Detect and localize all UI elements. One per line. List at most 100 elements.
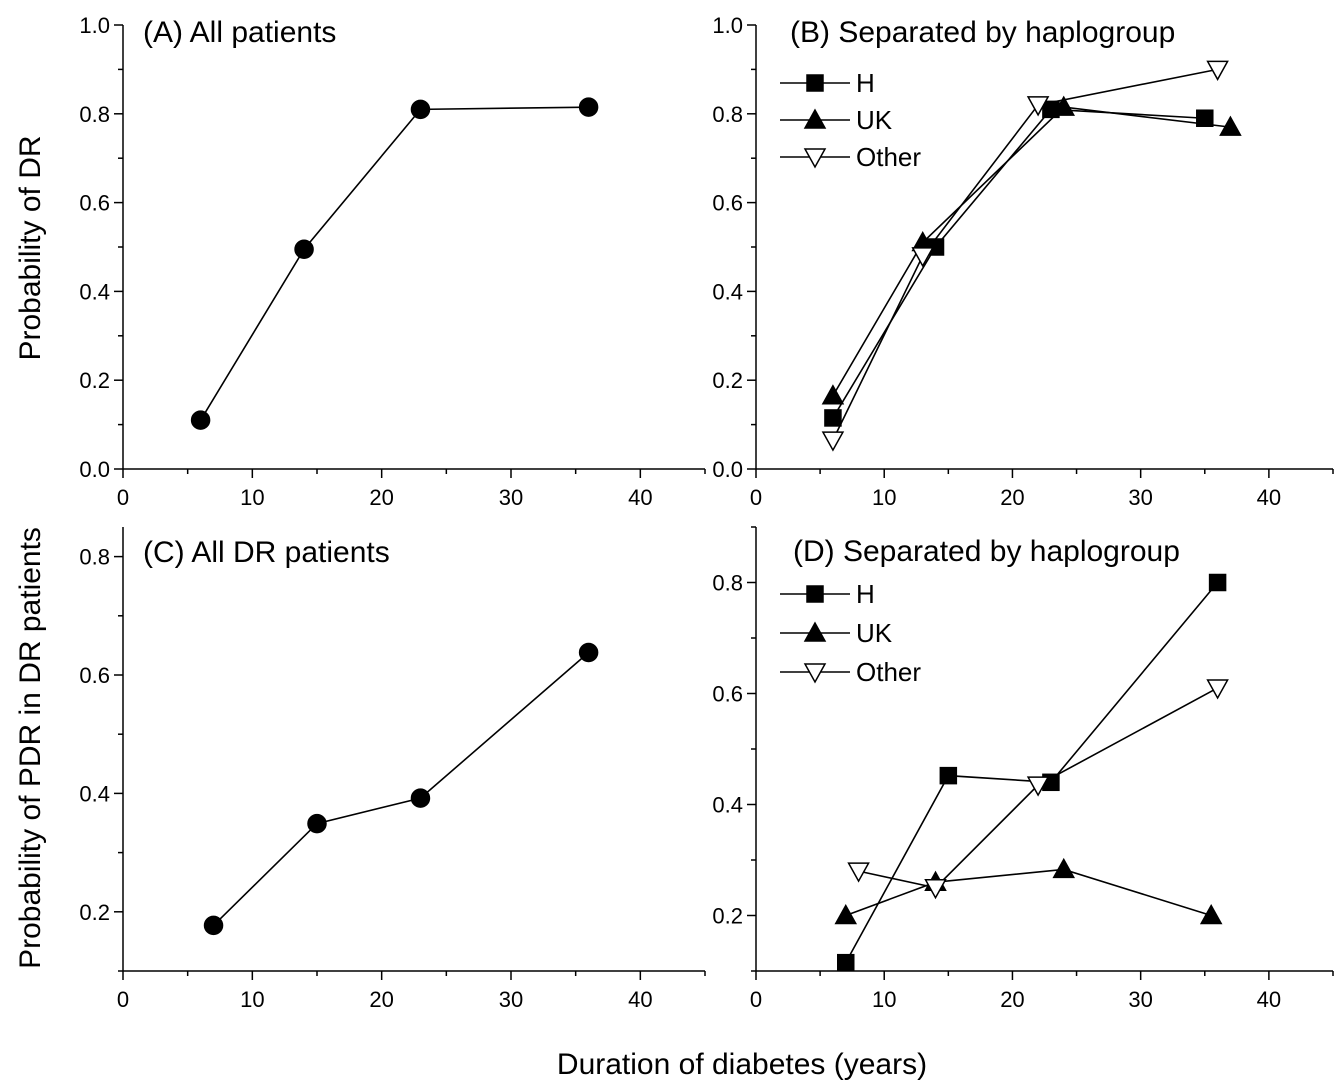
x-tick-label: 0 bbox=[750, 987, 762, 1012]
legend: H UK Other bbox=[780, 579, 921, 687]
y-tick-label: 0.0 bbox=[79, 457, 110, 482]
y-tick-label: 0.8 bbox=[79, 545, 110, 570]
y-tick-label: 0.4 bbox=[79, 279, 110, 304]
series-line bbox=[845, 868, 1212, 917]
panel-title: (B) Separated by haplogroup bbox=[790, 16, 1175, 49]
y-tick-label: 0.4 bbox=[712, 279, 743, 304]
y-tick-label: 0.4 bbox=[712, 793, 743, 818]
data-point-triangle-down-open bbox=[911, 247, 934, 268]
series-line bbox=[832, 68, 1218, 441]
panel-title: (A) All patients bbox=[143, 16, 336, 49]
x-axis-label: Duration of diabetes (years) bbox=[557, 1048, 927, 1081]
x-tick-label: 0 bbox=[750, 485, 762, 510]
series-other bbox=[821, 60, 1229, 452]
y-tick-label: 0.8 bbox=[712, 571, 743, 596]
data-point-circle bbox=[294, 239, 314, 259]
data-point-circle bbox=[410, 788, 431, 808]
x-tick-label: 0 bbox=[117, 485, 129, 510]
panel-title: (D) Separated by haplogroup bbox=[793, 535, 1180, 568]
data-point-triangle-down-open bbox=[1026, 776, 1050, 797]
x-tick-label: 30 bbox=[1128, 987, 1152, 1012]
legend-label: Other bbox=[856, 142, 921, 172]
data-point-square bbox=[837, 953, 855, 972]
x-tick-label: 10 bbox=[872, 485, 896, 510]
x-tick-label: 0 bbox=[117, 987, 129, 1012]
y-tick-label: 0.2 bbox=[79, 900, 110, 925]
y-tick-label: 0.6 bbox=[79, 663, 110, 688]
legend: H UK Other bbox=[780, 68, 921, 172]
y-tick-label: 0.4 bbox=[79, 781, 110, 806]
y-tick-label: 1.0 bbox=[712, 13, 743, 38]
data-point-triangle bbox=[1219, 115, 1242, 136]
legend-marker-triangle-down-open bbox=[803, 148, 827, 169]
y-tick-label: 0.8 bbox=[712, 102, 743, 127]
series-line bbox=[858, 687, 1218, 889]
data-point-circle bbox=[578, 97, 599, 117]
series-all bbox=[203, 642, 599, 936]
legend-marker-triangle bbox=[803, 621, 827, 642]
y-tick-label: 0.6 bbox=[712, 682, 743, 707]
series-all bbox=[190, 97, 599, 430]
legend-marker-square bbox=[806, 74, 824, 92]
data-point-triangle bbox=[1199, 903, 1223, 925]
legend-marker-triangle bbox=[803, 108, 827, 129]
data-point-circle bbox=[307, 813, 327, 834]
legend-label: H bbox=[856, 579, 875, 609]
series-line bbox=[832, 108, 1205, 419]
data-point-triangle bbox=[1052, 857, 1076, 879]
legend-label: UK bbox=[856, 618, 893, 648]
legend-label: H bbox=[856, 68, 875, 98]
y-tick-label: 0.0 bbox=[712, 457, 743, 482]
series-line bbox=[845, 581, 1219, 964]
y-axis-label-top: Probability of DR bbox=[14, 135, 47, 360]
legend-label: Other bbox=[856, 657, 921, 687]
series-uk bbox=[821, 95, 1242, 405]
panel-a: 0 10 20 30 40 0.0 0.2 0.4 0.6 0.8 1.0 (A) All patie… bbox=[79, 13, 706, 510]
x-tick-label: 30 bbox=[1128, 485, 1152, 510]
legend-marker-square bbox=[806, 585, 824, 603]
data-point-triangle-down-open bbox=[1206, 679, 1229, 700]
x-tick-label: 40 bbox=[628, 987, 652, 1012]
panel-b: 0 10 20 30 40 0.0 0.2 0.4 0.6 0.8 1.0 (B) Separated… bbox=[712, 13, 1334, 510]
data-point-triangle-down-open bbox=[1206, 60, 1229, 81]
x-tick-label: 10 bbox=[872, 987, 896, 1012]
series-h bbox=[837, 573, 1227, 972]
panel-title: (C) All DR patients bbox=[143, 536, 390, 569]
data-point-triangle-down-open bbox=[847, 862, 870, 883]
y-tick-label: 0.2 bbox=[79, 368, 110, 393]
y-axis-label-bottom: Probability of PDR in DR patients bbox=[14, 527, 47, 969]
series-uk bbox=[834, 857, 1223, 925]
y-tick-label: 0.8 bbox=[79, 102, 110, 127]
y-tick-label: 0.2 bbox=[712, 368, 743, 393]
legend-marker-triangle-down-open bbox=[803, 663, 827, 684]
series-line bbox=[212, 651, 590, 926]
series-line bbox=[199, 106, 589, 421]
x-tick-label: 20 bbox=[369, 987, 393, 1012]
data-point-triangle-down-open bbox=[1026, 96, 1050, 117]
data-point-triangle bbox=[834, 903, 858, 925]
panel-d: 0 10 20 30 40 0.2 0.4 0.6 0.8 (D) Separated by ha… bbox=[712, 526, 1334, 1012]
data-point-triangle bbox=[821, 384, 845, 405]
series-other bbox=[847, 679, 1229, 900]
data-point-circle bbox=[190, 410, 211, 430]
data-point-square bbox=[1208, 573, 1227, 592]
x-tick-label: 20 bbox=[369, 485, 393, 510]
data-point-circle bbox=[203, 915, 224, 936]
x-tick-label: 30 bbox=[499, 485, 523, 510]
series-h bbox=[824, 100, 1214, 427]
x-tick-label: 30 bbox=[499, 987, 523, 1012]
x-tick-label: 20 bbox=[1000, 485, 1024, 510]
x-tick-label: 20 bbox=[1000, 987, 1024, 1012]
data-point-circle bbox=[578, 642, 599, 663]
legend-label: UK bbox=[856, 105, 893, 135]
data-point-square bbox=[1196, 109, 1214, 127]
x-tick-label: 40 bbox=[1257, 987, 1281, 1012]
x-tick-label: 40 bbox=[628, 485, 652, 510]
y-tick-label: 0.2 bbox=[712, 904, 743, 929]
y-tick-label: 0.6 bbox=[712, 191, 743, 216]
data-point-square bbox=[824, 409, 842, 427]
x-tick-label: 10 bbox=[240, 987, 264, 1012]
x-tick-label: 40 bbox=[1257, 485, 1281, 510]
data-point-square bbox=[939, 766, 958, 785]
